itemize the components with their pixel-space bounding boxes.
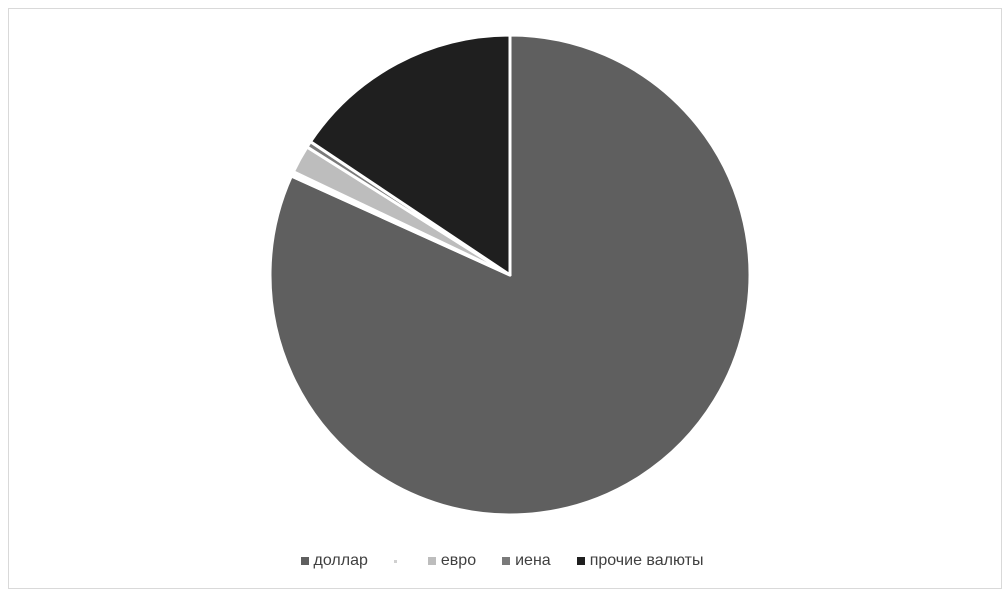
- legend-label-euro: евро: [440, 552, 477, 569]
- legend-item-unlabeled: [393, 559, 402, 563]
- legend-label-yen: иена: [515, 552, 551, 569]
- legend-swatch-yen: [502, 557, 511, 565]
- pie-slice-dollar: [268, 33, 752, 517]
- legend-item-euro: евро: [427, 552, 477, 570]
- legend-swatch-euro: [427, 557, 436, 565]
- legend-label-other-currencies: прочие валюты: [589, 552, 704, 569]
- legend-label-dollar: доллар: [313, 552, 368, 569]
- chart-legend: доллар евро иена прочие валюты: [0, 552, 1004, 570]
- legend-item-dollar: доллар: [300, 552, 368, 570]
- pie-slices: [268, 33, 752, 517]
- legend-swatch-other-currencies: [576, 557, 585, 565]
- legend-swatch-unlabeled: [393, 559, 397, 563]
- legend-item-other-currencies: прочие валюты: [576, 552, 704, 570]
- pie-slice-other-currencies: [308, 33, 512, 277]
- legend-swatch-dollar: [300, 557, 309, 565]
- legend-item-yen: иена: [502, 552, 551, 570]
